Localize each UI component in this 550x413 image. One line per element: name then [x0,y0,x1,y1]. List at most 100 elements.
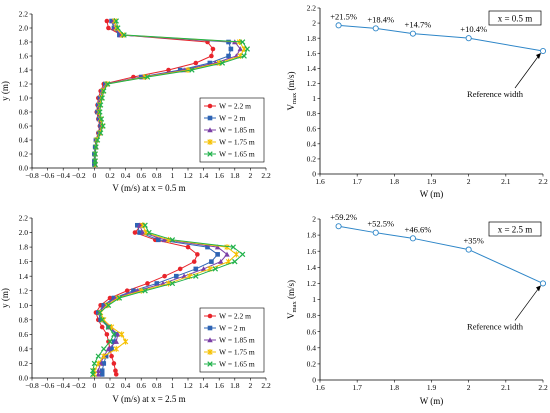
legend-marker [207,115,213,121]
legend-entry: W = 1.75 m [219,348,255,357]
series-point [233,251,240,258]
series-point [142,288,148,294]
y-tick-label: 1.4 [307,64,317,73]
y-tick-label: 2.0 [19,24,29,33]
chart-panel-top-left: −0.8 −0.6 −0.4 −0.2 0 0.2 0.4 0.6 0.8 1 1.2 1.4 1.6 1… [0,10,271,193]
percentage-label: +59.2% [330,212,357,222]
x-tick-label: 1.8 [390,383,400,392]
x-tick-label: −0.8 [25,171,39,180]
x-tick-label: 1.6 [315,383,325,392]
series-point [103,353,109,359]
series-point [132,230,138,235]
series-point [239,251,246,258]
series-point [205,244,210,250]
vmax-line [338,24,544,52]
x-tick-label: 2 [249,171,253,180]
y-tick-label: 0.4 [307,343,317,352]
series-line-4 [94,20,248,165]
series-point [113,338,119,344]
series-point [142,222,148,228]
x-tick-label: 1.8 [390,177,400,186]
y-tick-label: 0.2 [19,150,29,159]
series-point [111,295,117,301]
series-point [109,346,114,352]
y-tick-label: 1.8 [307,34,317,43]
legend-entry: W = 2.2 m [219,102,251,111]
y-tick-label: 0.4 [19,345,29,354]
series-point [121,32,127,38]
x-axis-label: V (m/s) at x = 0.5 m [112,183,185,193]
location-label: x = 2.5 m [498,225,533,235]
series-point [92,158,98,164]
series-point [191,259,197,264]
location-box [488,221,542,237]
legend-marker [207,361,213,367]
series-point [177,266,183,272]
vmax-point [335,223,342,230]
vmax-point [409,235,416,242]
y-tick-label: 0.6 [307,327,317,336]
y-tick-label: 0.2 [307,360,317,369]
x-tick-label: 1.8 [230,381,240,390]
chart-panel-bottom-right: 1.6 1.7 1.8 1.9 2 2.1 2.2 0 0.2 0.4 0.6 0.8 1 1.2 1.4 1… [286,212,548,406]
series-point [99,372,105,377]
series-point [177,67,183,73]
y-label-sub: max [291,92,298,104]
legend-entry: W = 2 m [219,324,246,333]
legend-marker [207,337,213,343]
x-tick-label: 2 [249,381,253,390]
legend-marker [207,313,213,319]
series-point [230,244,236,250]
y-tick-label: 1 [312,295,316,304]
y-tick-label: 1.6 [307,49,317,58]
y-tick-label: 0.8 [19,315,29,324]
y-tick-label: 2.0 [19,228,29,237]
y-tick-label: 1.4 [19,66,29,75]
series-line-2 [97,225,228,375]
x-tick-label: 0 [93,171,97,180]
x-tick-label: −0.6 [41,171,55,180]
series-point [200,266,207,272]
x-tick-label: −0.4 [56,381,70,390]
series-point [101,353,107,360]
legend: W = 2.2 m W = 2 m W = 1.85 m W = 1.75 m W = … [199,97,265,163]
x-tick-label: 2 [467,177,471,186]
series-point [98,317,103,323]
series-point [228,46,234,52]
legend-marker [207,103,213,109]
series-point [214,244,221,250]
y-tick-label: 1.4 [19,272,29,281]
chart-panel-bottom-left: −0.8 −0.6 −0.4 −0.2 0 0.2 0.4 0.6 0.8 1 1.2 1.4 1.6 1… [0,214,271,404]
series-point [161,237,168,243]
y-tick-label: 1.6 [19,257,29,266]
percentage-label: +18.4% [367,14,394,24]
x-tick-label: 2.1 [501,383,511,392]
y-tick-label: 1.0 [19,94,29,103]
series-point [101,302,107,308]
series-point [116,295,123,301]
series-point [137,230,142,235]
series-point [111,361,117,366]
vmax-point [372,229,379,236]
x-tick-label: −0.2 [72,171,86,180]
y-tick-label: 1 [312,94,316,103]
x-tick-label: −0.6 [41,381,55,390]
y-tick-label: 0.2 [307,155,317,164]
y-tick-label: 2.2 [19,10,29,19]
y-tick-label: 1.8 [19,38,29,47]
x-tick-label: 1.8 [230,171,240,180]
percentage-label: +10.4% [460,24,487,34]
series-point [94,137,101,143]
x-tick-label: 0.6 [137,381,147,390]
series-point [113,372,119,377]
y-tick-label: 0.8 [307,109,317,118]
x-tick-label: −0.4 [56,171,70,180]
y-axis-label: y (m) [0,81,10,101]
series-point [113,332,119,337]
reference-arrow [514,53,541,89]
x-tick-label: 1.4 [199,381,209,390]
y-tick-label: 1.8 [307,231,317,240]
series-point [237,46,244,52]
y-tick-label: 1.4 [307,263,317,272]
